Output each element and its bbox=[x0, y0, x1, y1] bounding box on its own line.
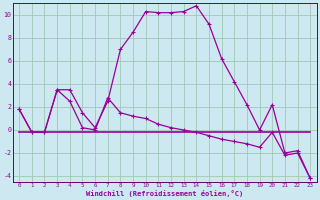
X-axis label: Windchill (Refroidissement éolien,°C): Windchill (Refroidissement éolien,°C) bbox=[86, 190, 243, 197]
